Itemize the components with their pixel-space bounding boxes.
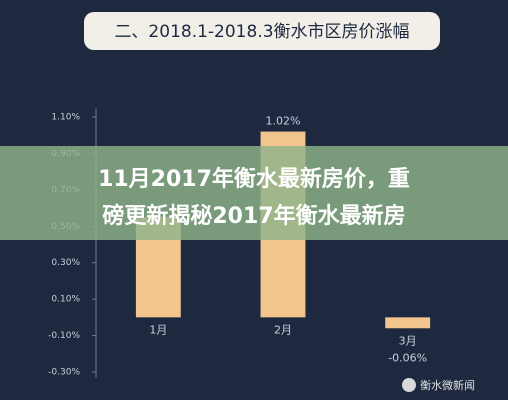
overlay-line: 磅更新揭秘2017年衡水最新房: [102, 203, 405, 229]
value-label: -0.06%: [388, 351, 427, 364]
y-tick-label: 0.30%: [51, 258, 80, 268]
y-tick-label: 0.10%: [51, 295, 80, 305]
watermark-icon: [402, 378, 416, 392]
value-label: 1.02%: [266, 115, 301, 128]
overlay-band: [0, 146, 508, 240]
x-tick-label: 2月: [274, 323, 292, 336]
overlay-line: 11月2017年衡水最新房价，重: [98, 166, 410, 192]
watermark: 衡水微新闻: [420, 378, 475, 392]
y-tick-label: -0.30%: [48, 368, 80, 378]
x-tick-label: 3月: [399, 334, 417, 347]
title-box: [84, 12, 440, 50]
bar: [385, 317, 431, 329]
y-tick-label: 1.10%: [51, 113, 80, 123]
x-tick-label: 1月: [149, 323, 167, 336]
y-tick-label: -0.10%: [48, 331, 80, 341]
chart-title: 二、2018.1-2018.3衡水市区房价涨幅: [114, 22, 409, 42]
